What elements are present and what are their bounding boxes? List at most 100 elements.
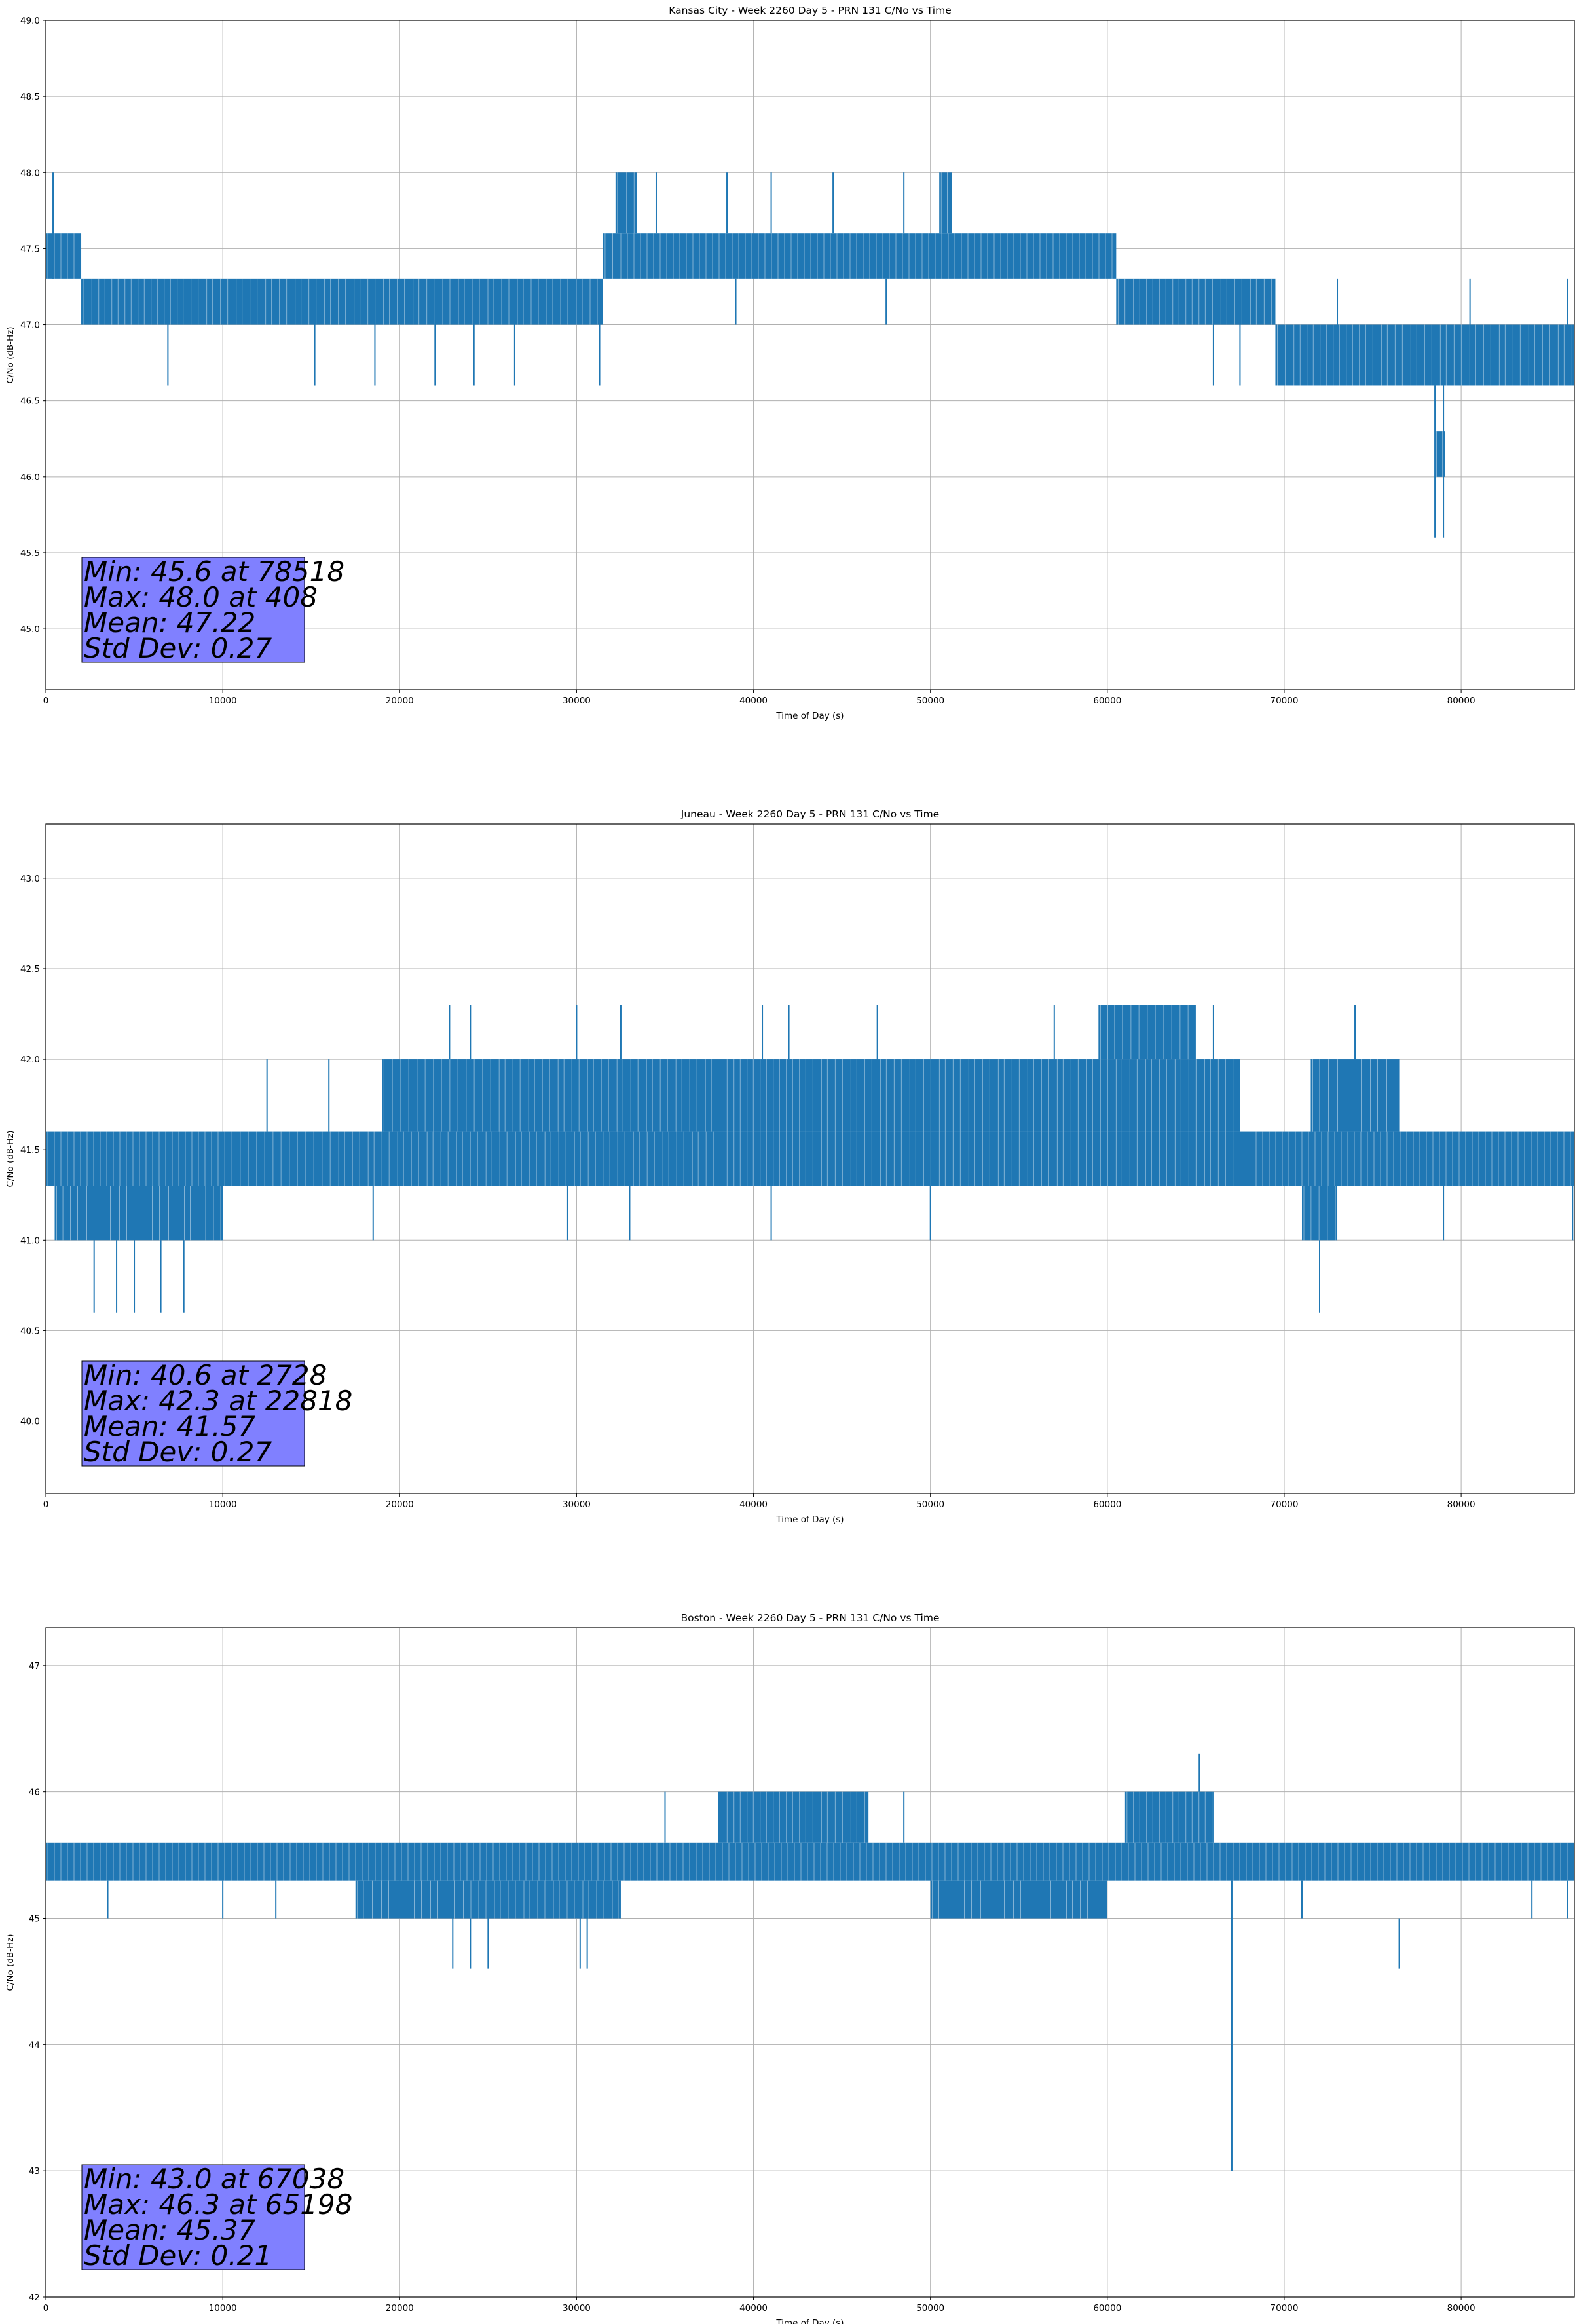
- y-tick-label: 44: [29, 2040, 40, 2050]
- x-tick-label: 40000: [739, 1499, 768, 1510]
- x-tick-label: 20000: [386, 696, 414, 706]
- data-band: [1124, 1791, 1214, 1843]
- x-tick-label: 10000: [209, 696, 237, 706]
- x-tick-label: 70000: [1270, 696, 1298, 706]
- x-tick-label: 60000: [1093, 2303, 1121, 2314]
- y-tick-label: 41.5: [20, 1145, 40, 1155]
- data-band: [930, 1880, 1107, 1919]
- stats-line: Max: 48.0 at 408: [84, 581, 318, 613]
- x-tick-label: 50000: [916, 696, 944, 706]
- y-tick-label: 43: [29, 2166, 40, 2177]
- y-tick-label: 42.0: [20, 1055, 40, 1065]
- stats-box-background: [81, 557, 305, 663]
- y-tick-label: 41.0: [20, 1235, 40, 1246]
- plot-frame: [45, 1627, 1575, 2298]
- y-tick-label: 48.0: [20, 168, 40, 178]
- data-band: [1275, 324, 1574, 386]
- y-tick-label: 40.0: [20, 1417, 40, 1427]
- data-band: [81, 278, 603, 325]
- stats-line: Max: 46.3 at 65198: [84, 2188, 352, 2221]
- x-tick-label: 80000: [1447, 2303, 1475, 2314]
- stats-line: Mean: 47.22: [84, 607, 255, 639]
- stats-line: Min: 45.6 at 78518: [84, 555, 344, 588]
- x-axis-label: Time of Day (s): [775, 1514, 844, 1525]
- data-band: [718, 1059, 1240, 1132]
- data-series: [46, 172, 1574, 538]
- x-tick-label: 80000: [1447, 1499, 1475, 1510]
- x-tick-label: 0: [43, 1499, 49, 1510]
- x-tick-label: 0: [43, 696, 49, 706]
- data-band: [939, 172, 952, 234]
- chart-title: Boston - Week 2260 Day 5 - PRN 131 C/No …: [681, 1612, 940, 1624]
- y-tick-label: 47.0: [20, 320, 40, 331]
- y-tick-label: 49.0: [20, 16, 40, 26]
- x-tick-label: 70000: [1270, 1499, 1298, 1510]
- x-tick-label: 50000: [916, 1499, 944, 1510]
- x-axis-label: Time of Day (s): [775, 711, 844, 721]
- x-tick-label: 30000: [563, 696, 591, 706]
- x-axis-label: Time of Day (s): [775, 2318, 844, 2324]
- x-tick-label: 30000: [563, 2303, 591, 2314]
- y-tick-label: 45: [29, 1914, 40, 1924]
- x-tick-label: 10000: [209, 2303, 237, 2314]
- y-tick-label: 42.5: [20, 964, 40, 975]
- y-tick-label: 45.0: [20, 624, 40, 635]
- chart-panel-1: Kansas City - Week 2260 Day 5 - PRN 131 …: [5, 5, 1575, 721]
- stats-line: Min: 43.0 at 67038: [84, 2163, 344, 2195]
- y-tick-label: 47.5: [20, 244, 40, 254]
- x-tick-label: 70000: [1270, 2303, 1298, 2314]
- y-axis-label: C/No (dB-Hz): [5, 326, 16, 383]
- data-series: [46, 1753, 1574, 2171]
- data-band: [615, 172, 637, 234]
- data-band: [718, 1791, 869, 1843]
- data-band: [1240, 1131, 1574, 1186]
- x-tick-label: 0: [43, 2303, 49, 2314]
- y-tick-label: 48.5: [20, 92, 40, 102]
- y-tick-label: 40.5: [20, 1326, 40, 1336]
- y-tick-label: 42: [29, 2293, 40, 2303]
- stats-box-background: [81, 2164, 305, 2270]
- data-band: [1301, 1186, 1338, 1241]
- y-tick-label: 46.5: [20, 396, 40, 407]
- x-tick-label: 60000: [1093, 1499, 1121, 1510]
- data-band: [718, 1131, 1240, 1186]
- y-axis-label: C/No (dB-Hz): [5, 1130, 16, 1187]
- data-band: [1116, 278, 1276, 325]
- data-band: [1310, 1059, 1400, 1132]
- y-tick-label: 46.0: [20, 472, 40, 483]
- stats-box-background: [81, 1360, 305, 1467]
- x-tick-label: 20000: [386, 2303, 414, 2314]
- chart-title: Kansas City - Week 2260 Day 5 - PRN 131 …: [669, 5, 952, 16]
- stats-line: Std Dev: 0.27: [84, 1436, 272, 1468]
- x-tick-label: 20000: [386, 1499, 414, 1510]
- stats-line: Min: 40.6 at 2728: [84, 1359, 327, 1391]
- data-band: [46, 1842, 1574, 1881]
- x-tick-label: 50000: [916, 2303, 944, 2314]
- chart-panel-2: Juneau - Week 2260 Day 5 - PRN 131 C/No …: [5, 808, 1575, 1525]
- plot-frame: [45, 823, 1575, 1494]
- stats-line: Mean: 41.57: [84, 1410, 255, 1442]
- y-tick-label: 46: [29, 1788, 40, 1798]
- data-band: [54, 1186, 223, 1241]
- stats-line: Std Dev: 0.27: [84, 632, 272, 664]
- chart-title: Juneau - Week 2260 Day 5 - PRN 131 C/No …: [680, 808, 939, 820]
- x-tick-label: 10000: [209, 1499, 237, 1510]
- y-axis-label: C/No (dB-Hz): [5, 1934, 16, 1991]
- x-tick-label: 30000: [563, 1499, 591, 1510]
- stats-line: Std Dev: 0.21: [84, 2240, 272, 2272]
- data-band: [382, 1059, 718, 1132]
- x-tick-label: 40000: [739, 2303, 768, 2314]
- plot-frame: [45, 20, 1575, 690]
- data-band: [355, 1880, 621, 1919]
- data-band: [46, 233, 82, 279]
- x-tick-label: 60000: [1093, 696, 1121, 706]
- y-tick-label: 45.5: [20, 548, 40, 559]
- stats-line: Mean: 45.37: [84, 2214, 255, 2246]
- x-tick-label: 80000: [1447, 696, 1475, 706]
- chart-panel-3: Boston - Week 2260 Day 5 - PRN 131 C/No …: [5, 1612, 1575, 2324]
- data-band: [46, 1131, 223, 1186]
- data-series: [46, 1005, 1574, 1313]
